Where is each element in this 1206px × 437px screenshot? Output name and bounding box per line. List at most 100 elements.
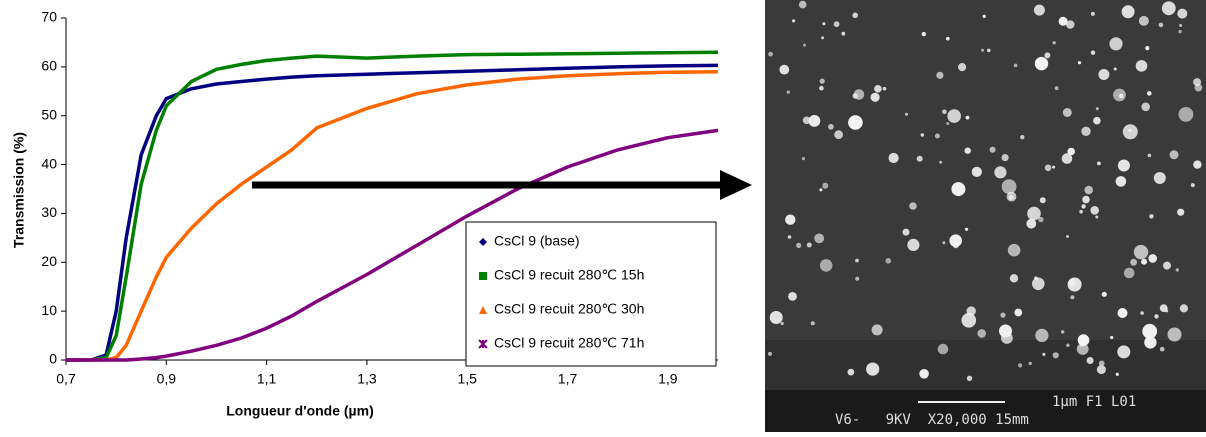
arrow <box>252 170 752 200</box>
sem-particle <box>786 90 790 94</box>
sem-particle <box>808 115 821 127</box>
x-tick-label: 1,7 <box>558 371 578 387</box>
sem-particle <box>1147 153 1152 158</box>
sem-particle <box>994 166 1007 179</box>
sem-particle <box>977 329 986 338</box>
sem-particle <box>852 93 858 99</box>
chart: Longueur d'onde (µm) Transmission (%) 0 1… <box>11 9 719 419</box>
arrow-head <box>720 170 752 200</box>
sem-particle <box>1062 108 1072 117</box>
sem-particle <box>1158 22 1164 28</box>
sem-particle <box>874 85 882 93</box>
sem-particle <box>1101 291 1107 297</box>
sem-particle <box>1090 206 1099 215</box>
sem-particle <box>1121 5 1135 19</box>
sem-particle <box>1065 20 1075 29</box>
sem-particle <box>1076 343 1089 355</box>
sem-particle <box>1142 323 1158 339</box>
sem-particle <box>1141 258 1148 265</box>
sem-particle <box>1009 274 1019 283</box>
legend-label: CsCl 9 recuit 280℃ 30h <box>494 301 644 317</box>
sem-particle <box>834 130 843 140</box>
sem-particle <box>779 64 790 75</box>
sem-particle <box>871 324 883 336</box>
y-axis-label: Transmission (%) <box>11 132 27 248</box>
sem-particle <box>822 182 829 189</box>
sem-particle <box>1020 135 1025 140</box>
sem-particle <box>905 112 908 116</box>
sem-particle <box>1006 191 1017 202</box>
sem-particle <box>965 115 970 120</box>
sem-particle <box>821 36 825 40</box>
sem-particle <box>1179 304 1188 313</box>
sem-particle <box>1140 311 1144 315</box>
sem-particle <box>999 324 1012 338</box>
sem-particle <box>1179 24 1183 27</box>
sem-particle <box>1079 209 1083 214</box>
sem-particle <box>1001 154 1009 162</box>
sem-particle <box>1018 363 1023 368</box>
sem-particle <box>934 133 940 139</box>
series-line <box>66 128 719 362</box>
sem-particle <box>788 292 797 301</box>
sem-particle <box>768 51 773 57</box>
y-tick-label: 10 <box>41 302 57 318</box>
sem-particle <box>1026 218 1037 229</box>
sem-particle <box>958 63 967 72</box>
sem-particle <box>946 36 950 41</box>
y-tick-label: 30 <box>41 204 57 220</box>
sem-particle <box>1038 216 1044 223</box>
sem-particle <box>1032 277 1045 291</box>
sem-particle <box>1000 312 1006 318</box>
sem-particle <box>1163 261 1171 270</box>
sem-particle <box>785 214 796 225</box>
sem-particle <box>965 227 969 231</box>
sem-particle <box>1193 78 1202 87</box>
sem-particle <box>822 22 826 26</box>
sem-particle <box>866 362 880 376</box>
sem-particle <box>949 234 962 247</box>
sem-particle <box>1178 107 1194 122</box>
sem-particle <box>882 86 887 91</box>
sem-particle <box>1067 147 1075 156</box>
sem-particle <box>1138 15 1149 26</box>
sem-particle <box>1028 361 1032 366</box>
sem-particle <box>1153 172 1166 184</box>
sem-particle <box>1113 67 1117 71</box>
legend-marker <box>479 272 487 280</box>
sem-particle <box>1178 29 1182 34</box>
sem-particle <box>1177 208 1185 216</box>
sem-particle <box>819 78 825 84</box>
sem-particle <box>885 258 892 264</box>
sem-particle <box>1081 204 1086 209</box>
sem-particle <box>909 202 917 210</box>
sem-particle <box>833 21 840 28</box>
sem-particle <box>1035 328 1049 342</box>
sem-particle <box>1034 276 1038 280</box>
sem-particle <box>971 166 982 177</box>
sem-particle <box>920 133 924 137</box>
sem-particle <box>942 109 947 115</box>
x-tick-label: 0,7 <box>56 371 76 387</box>
sem-particle <box>1095 107 1099 111</box>
x-tick-label: 1,1 <box>257 371 277 387</box>
sem-particle <box>1007 243 1021 257</box>
sem-particle <box>1077 61 1082 65</box>
sem-particle <box>806 242 812 248</box>
sem-particle <box>942 241 946 245</box>
series-line <box>66 50 719 362</box>
sem-particle <box>1013 63 1018 68</box>
sem-particle <box>1115 176 1127 187</box>
sem-particle <box>1061 330 1065 334</box>
sem-particle <box>1044 164 1052 172</box>
y-tick-label: 20 <box>41 253 57 269</box>
sem-particle <box>769 311 783 324</box>
sem-particle <box>1190 183 1195 188</box>
sem-particle <box>1145 46 1150 51</box>
sem-particle <box>819 188 823 192</box>
sem-particle <box>1052 352 1059 359</box>
legend-marker <box>479 238 487 246</box>
sem-particle <box>1084 185 1093 195</box>
sem-particle <box>1109 37 1123 51</box>
series-line <box>66 63 719 362</box>
